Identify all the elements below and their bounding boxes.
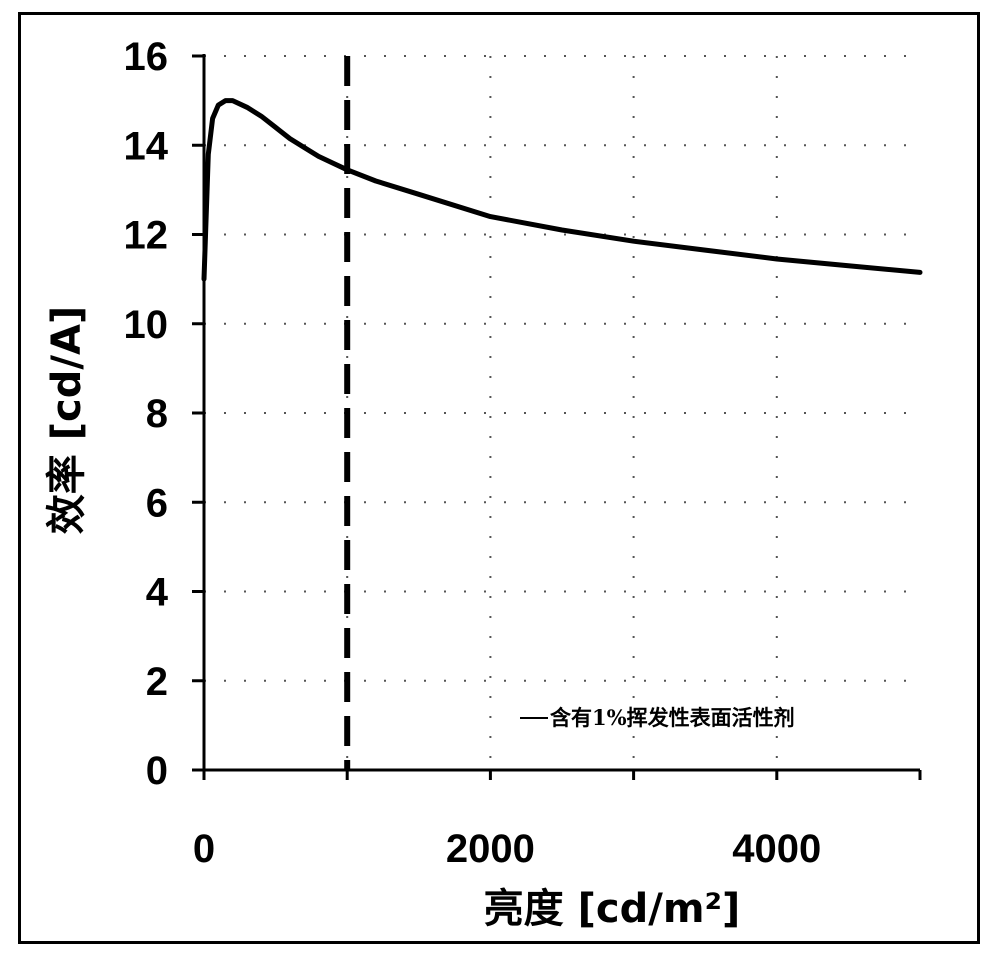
legend: 含有1%挥发性表面活性剂 <box>520 705 795 730</box>
axes-group <box>192 54 922 780</box>
series-group <box>201 98 923 282</box>
y-tick-label-14: 14 <box>124 124 169 168</box>
x-tick-label-2000: 2000 <box>446 827 535 871</box>
y-tick-label-12: 12 <box>124 214 169 258</box>
x-axis-label: 亮度 [cd/m²] <box>484 886 741 932</box>
y-tick-label-10: 10 <box>124 303 169 347</box>
x-tick-label-4000: 4000 <box>732 827 821 871</box>
y-tick-label-8: 8 <box>146 392 168 436</box>
y-tick-label-6: 6 <box>146 481 168 525</box>
y-tick-label-2: 2 <box>146 660 168 704</box>
grid-lines <box>204 55 920 770</box>
y-tick-label-0: 0 <box>146 749 168 793</box>
x-tick-label-0: 0 <box>193 827 215 871</box>
y-axis-label: 效率 [cd/A] <box>44 306 90 534</box>
legend-label: 含有1%挥发性表面活性剂 <box>550 705 795 730</box>
y-tick-label-4: 4 <box>146 571 169 615</box>
figure-frame <box>18 12 980 944</box>
series-line-0 <box>201 98 923 282</box>
x-tick-labels: 0 2000 4000 <box>193 827 821 871</box>
y-tick-labels: 0 2 4 6 8 10 12 14 16 <box>124 35 169 793</box>
y-tick-label-16: 16 <box>124 35 169 79</box>
